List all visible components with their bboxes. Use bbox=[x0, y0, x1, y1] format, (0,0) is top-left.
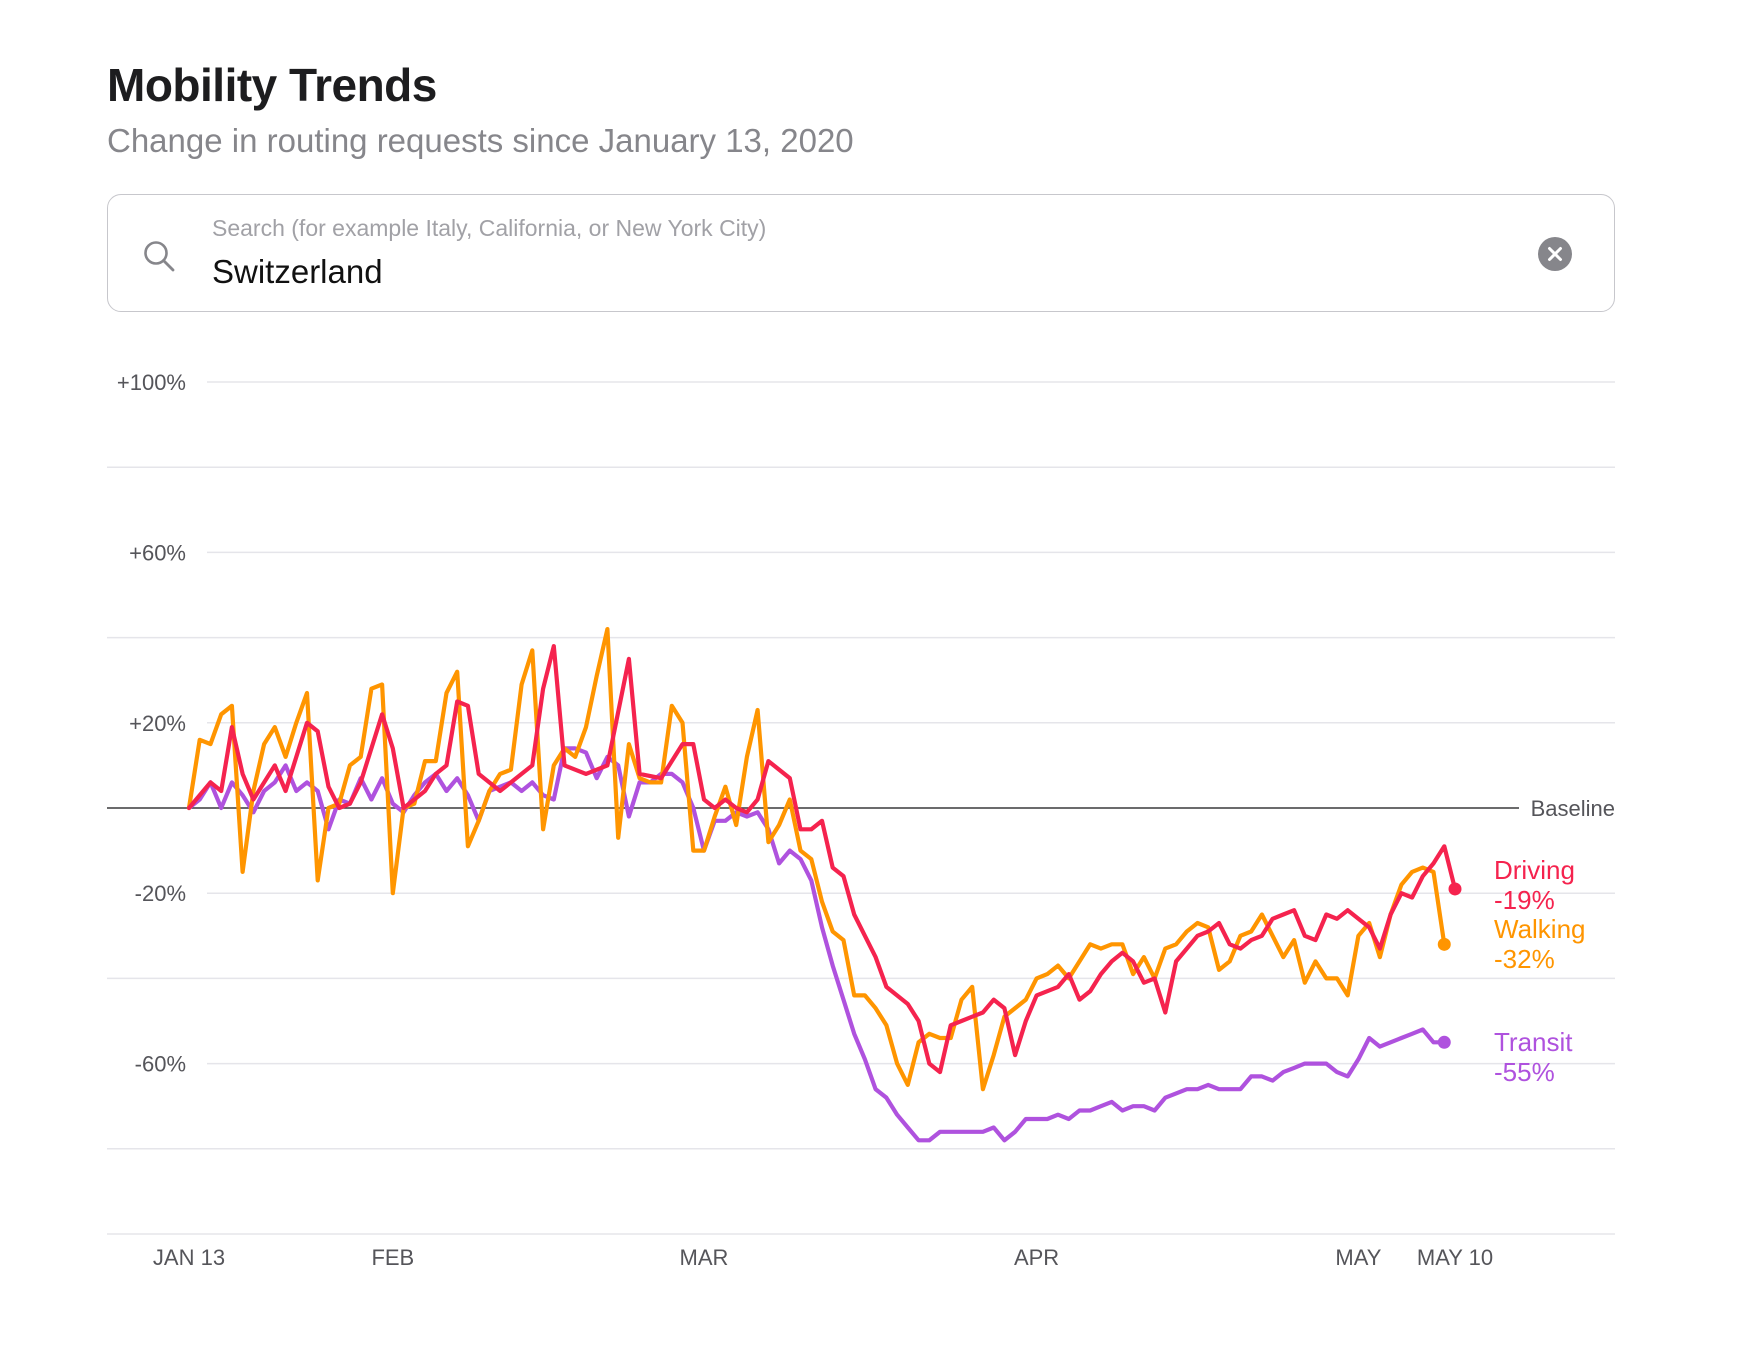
series-end-dot-walking bbox=[1437, 937, 1451, 951]
series-label-driving: Driving bbox=[1494, 855, 1575, 885]
series-value-walking: -32% bbox=[1494, 944, 1555, 974]
series-end-dot-transit bbox=[1437, 1035, 1451, 1049]
clear-search-button[interactable] bbox=[1538, 237, 1572, 271]
series-line-transit bbox=[186, 746, 1447, 1143]
page-subtitle: Change in routing requests since January… bbox=[107, 122, 854, 159]
series-end-dot-driving bbox=[1448, 882, 1462, 896]
x-axis-labels: JAN 13 FEB MAR APR MAY MAY 10 bbox=[153, 1245, 1493, 1270]
y-tick-label: -20% bbox=[135, 881, 186, 906]
search-icon bbox=[144, 241, 175, 272]
y-tick-label: +100% bbox=[117, 370, 186, 395]
x-tick-label: FEB bbox=[371, 1245, 414, 1270]
x-tick-label: MAY bbox=[1335, 1245, 1381, 1270]
search-input[interactable]: Switzerland bbox=[212, 253, 383, 290]
y-tick-label: +20% bbox=[129, 711, 186, 736]
x-tick-label: JAN 13 bbox=[153, 1245, 225, 1270]
baseline-label: Baseline bbox=[1531, 796, 1615, 821]
page-title: Mobility Trends bbox=[107, 59, 437, 111]
x-tick-label: APR bbox=[1014, 1245, 1059, 1270]
series-value-driving: -19% bbox=[1494, 885, 1555, 915]
y-axis-labels: +100% +60% +20% -20% -60% bbox=[117, 370, 186, 1077]
gridlines bbox=[107, 381, 1615, 1235]
series-line-driving bbox=[186, 644, 1458, 1075]
clear-circle-icon bbox=[1548, 247, 1562, 261]
y-tick-label: +60% bbox=[129, 540, 186, 565]
series-line-walking bbox=[186, 627, 1447, 1092]
series-lines bbox=[186, 627, 1462, 1143]
x-tick-label: MAY 10 bbox=[1417, 1245, 1493, 1270]
search-box[interactable]: Search (for example Italy, California, o… bbox=[107, 194, 1615, 312]
series-value-transit: -55% bbox=[1494, 1057, 1555, 1087]
series-label-walking: Walking bbox=[1494, 914, 1586, 944]
series-label-transit: Transit bbox=[1494, 1027, 1573, 1057]
x-tick-label: MAR bbox=[680, 1245, 729, 1270]
series-end-labels: Driving-19%Walking-32% Transit-55% bbox=[1494, 855, 1586, 1087]
search-placeholder: Search (for example Italy, California, o… bbox=[212, 215, 767, 241]
y-tick-label: -60% bbox=[135, 1052, 186, 1077]
